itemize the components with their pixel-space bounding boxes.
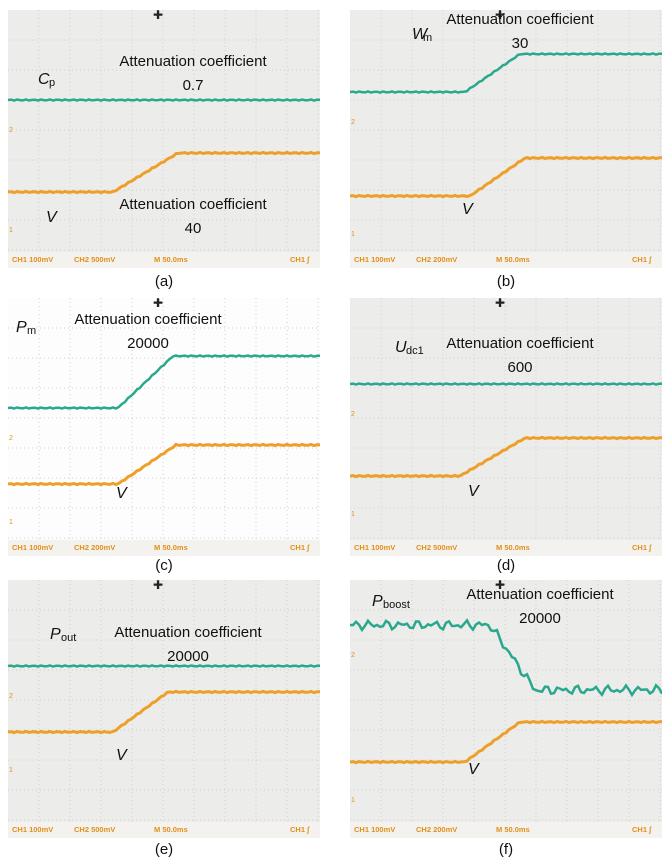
- footer-text: M 50.0ms: [154, 825, 188, 834]
- footer-text: CH2 500mV: [74, 825, 115, 834]
- trigger-marker: ✚: [153, 10, 163, 22]
- attenuation-factor: 600: [507, 359, 532, 376]
- footer-text: CH1 100mV: [354, 255, 395, 264]
- attenuation-label: Attenuation coefficient: [114, 624, 262, 641]
- footer-text: CH1 100mV: [354, 543, 395, 552]
- channel-marker: 2: [351, 411, 355, 418]
- trigger-marker: ✚: [153, 580, 163, 592]
- channel-marker: 1: [351, 231, 355, 238]
- caption: (e): [8, 841, 320, 858]
- footer-text: M 50.0ms: [496, 255, 530, 264]
- attenuation-label: Attenuation coefficient: [74, 311, 222, 328]
- footer-text: CH2 500mV: [416, 543, 457, 552]
- channel-marker: 2: [351, 652, 355, 659]
- attenuation-factor: 40: [185, 220, 202, 237]
- attenuation-factor: 20000: [519, 610, 561, 627]
- footer-text: CH1 ∫: [290, 255, 310, 264]
- v-label: V: [116, 747, 128, 764]
- figure: {"channel_markers": ["2", "1"], "panels"…: [0, 0, 665, 858]
- v-label: V: [468, 761, 480, 778]
- attenuation-factor: 20000: [167, 648, 209, 665]
- attenuation-label: Attenuation coefficient: [446, 335, 594, 352]
- signal-symbol: P: [372, 593, 383, 610]
- attenuation-label: Attenuation coefficient: [466, 586, 614, 603]
- footer-text: M 50.0ms: [154, 255, 188, 264]
- ch2-trace: [350, 383, 662, 384]
- signal-subscript: out: [61, 632, 76, 644]
- channel-marker: 1: [351, 511, 355, 518]
- v-label: V: [468, 483, 480, 500]
- screen-bg: [350, 10, 662, 268]
- footer-text: CH1 100mV: [354, 825, 395, 834]
- ch2-trace: [8, 99, 320, 100]
- attenuation-factor: 0.7: [183, 77, 204, 94]
- footer-text: CH1 ∫: [632, 255, 652, 264]
- footer-text: CH2 200mV: [416, 825, 457, 834]
- trigger-marker: ✚: [495, 298, 505, 310]
- footer-text: CH1 ∫: [290, 825, 310, 834]
- channel-marker: 1: [351, 797, 355, 804]
- caption: (b): [350, 273, 662, 290]
- attenuation-label: Attenuation coefficient: [119, 53, 267, 70]
- footer-text: CH1 100mV: [12, 543, 53, 552]
- v-label: V: [116, 485, 128, 502]
- signal-symbol: P: [50, 626, 61, 643]
- caption: (a): [8, 273, 320, 290]
- signal-subscript: dc1: [406, 345, 424, 357]
- footer-text: M 50.0ms: [496, 543, 530, 552]
- footer-text: CH2 200mV: [74, 543, 115, 552]
- signal-subscript: m: [27, 325, 36, 337]
- signal-symbol: P: [16, 319, 27, 336]
- footer-text: CH1 100mV: [12, 255, 53, 264]
- screen-bg: [350, 580, 662, 838]
- attenuation-label: Attenuation coefficient: [119, 196, 267, 213]
- caption: (c): [8, 557, 320, 574]
- v-label: V: [462, 201, 474, 218]
- attenuation-factor: 30: [512, 35, 529, 52]
- channel-marker: 2: [351, 119, 355, 126]
- footer-text: CH1 ∫: [290, 543, 310, 552]
- channel-marker: 2: [9, 693, 13, 700]
- screen-bg: [8, 10, 320, 268]
- footer-text: CH2 200mV: [416, 255, 457, 264]
- trigger-marker: ✚: [153, 298, 163, 310]
- signal-subscript: p: [49, 77, 55, 89]
- channel-marker: 1: [9, 227, 13, 234]
- v-label: V: [46, 209, 58, 226]
- footer-text: M 50.0ms: [496, 825, 530, 834]
- channel-marker: 1: [9, 767, 13, 774]
- footer-text: M 50.0ms: [154, 543, 188, 552]
- attenuation-factor: 20000: [127, 335, 169, 352]
- caption: (d): [350, 557, 662, 574]
- channel-marker: 2: [9, 127, 13, 134]
- footer-text: CH1 100mV: [12, 825, 53, 834]
- signal-subscript: boost: [383, 599, 410, 611]
- footer-text: CH2 500mV: [74, 255, 115, 264]
- channel-marker: 1: [9, 519, 13, 526]
- caption: (f): [350, 841, 662, 858]
- attenuation-label: Attenuation coefficient: [446, 11, 594, 28]
- ch2-trace: [8, 665, 320, 666]
- footer-text: CH1 ∫: [632, 543, 652, 552]
- footer-text: CH1 ∫: [632, 825, 652, 834]
- channel-marker: 2: [9, 435, 13, 442]
- screen-bg: [8, 580, 320, 838]
- signal-subscript: m: [423, 32, 432, 44]
